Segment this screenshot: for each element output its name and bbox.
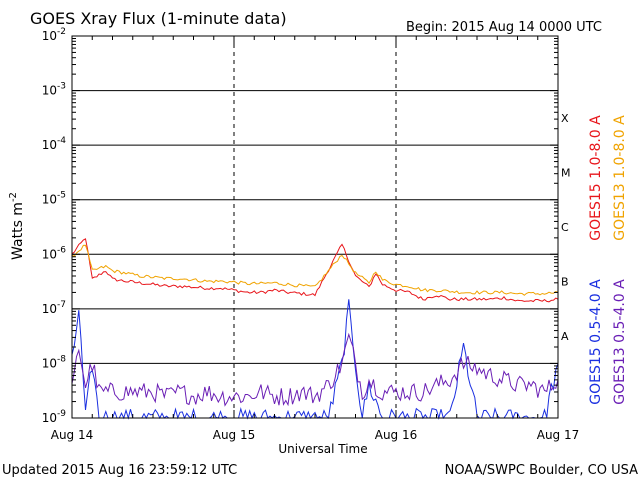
flare-class-label: B — [561, 276, 569, 289]
y-tick-base: 10 — [42, 302, 57, 316]
flare-class-label: X — [561, 112, 569, 125]
y-tick-base: 10 — [42, 29, 57, 43]
y-tick-exp: -5 — [57, 191, 66, 201]
y-tick-base: 10 — [42, 247, 57, 261]
plot-grid — [72, 36, 558, 418]
credit: NOAA/SWPC Boulder, CO USA — [445, 463, 638, 478]
series-line — [71, 244, 559, 296]
legend-entry: GOES15 1.0-8.0 A — [588, 115, 604, 241]
begin-time: Begin: 2015 Aug 14 0000 UTC — [406, 20, 602, 35]
y-tick-base: 10 — [42, 411, 57, 425]
x-tick-label: Aug 16 — [375, 428, 418, 442]
y-tick-label: 10-4 — [42, 136, 67, 152]
flare-class-labels: A B C M X — [561, 112, 571, 343]
x-tick-label: Aug 14 — [51, 428, 94, 442]
y-tick-label: 10-5 — [42, 191, 66, 207]
plot-frame — [71, 35, 559, 419]
series-line — [71, 238, 559, 303]
y-axis: 10-910-810-710-610-510-410-310-2 — [42, 27, 558, 425]
y-tick-base: 10 — [42, 193, 57, 207]
y-axis-label-base: Watts m — [10, 202, 26, 260]
y-tick-exp: -2 — [57, 27, 66, 37]
y-tick-exp: -7 — [57, 300, 66, 310]
y-tick-exp: -3 — [57, 82, 66, 92]
y-axis-label-sup: -2 — [8, 192, 19, 202]
legend-entry: GOES15 0.5-4.0 A — [588, 279, 604, 405]
plot-series — [71, 238, 559, 420]
y-tick-base: 10 — [42, 356, 57, 370]
series-line — [71, 299, 559, 420]
y-tick-label: 10-8 — [42, 354, 67, 370]
flare-class-label: C — [561, 221, 569, 234]
chart-title: GOES Xray Flux (1-minute data) — [30, 9, 287, 28]
flare-class-label: A — [561, 330, 569, 343]
x-axis-label: Universal Time — [278, 442, 367, 456]
y-tick-label: 10-6 — [42, 245, 67, 261]
y-tick-label: 10-7 — [42, 300, 66, 316]
y-tick-label: 10-9 — [42, 409, 67, 425]
y-tick-base: 10 — [42, 84, 57, 98]
y-tick-exp: -9 — [57, 409, 66, 419]
y-tick-base: 10 — [42, 138, 57, 152]
flare-class-label: M — [561, 166, 571, 179]
updated-time: Updated 2015 Aug 16 23:59:12 UTC — [2, 463, 237, 478]
x-tick-label: Aug 15 — [213, 428, 256, 442]
y-tick-exp: -8 — [57, 354, 66, 364]
series-line — [71, 332, 559, 407]
x-tick-label: Aug 17 — [537, 428, 580, 442]
x-axis: Aug 14 Aug 15 Aug 16 Aug 17 — [51, 36, 580, 442]
legend-entry: GOES13 0.5-4.0 A — [612, 279, 628, 405]
y-axis-label: Watts m-2 — [8, 192, 26, 260]
y-tick-label: 10-2 — [42, 27, 66, 43]
y-tick-exp: -6 — [57, 245, 66, 255]
y-tick-exp: -4 — [57, 136, 66, 146]
y-tick-label: 10-3 — [42, 82, 66, 98]
legend-entry: GOES13 1.0-8.0 A — [612, 115, 628, 241]
legend: GOES15 1.0-8.0 A GOES13 1.0-8.0 A GOES15 0… — [588, 115, 628, 405]
